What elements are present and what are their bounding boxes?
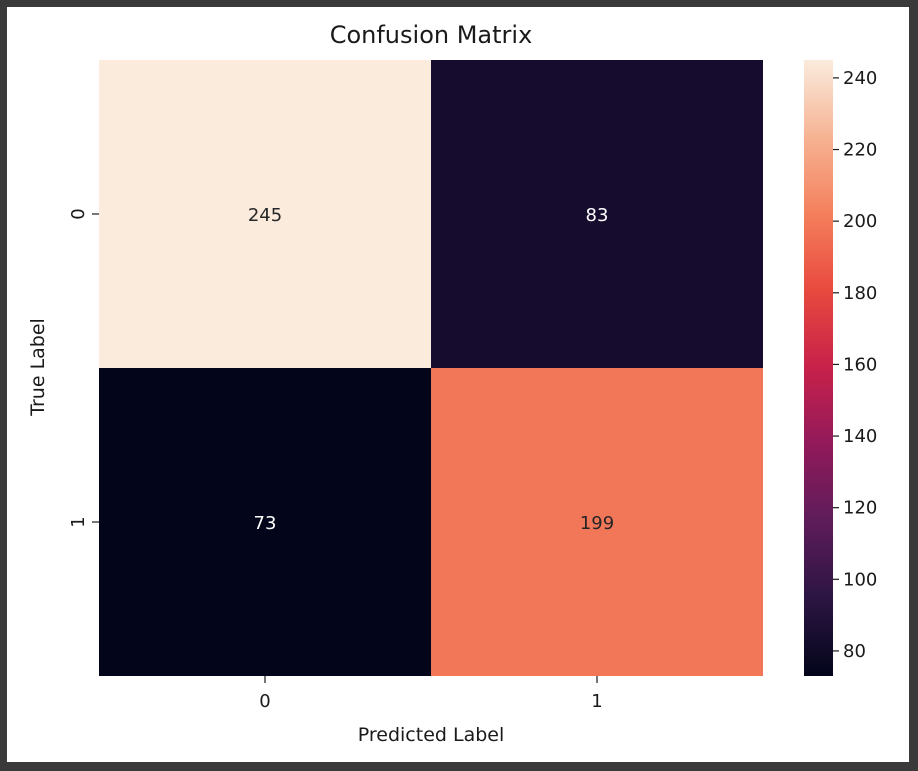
colorbar-tick-label-220: 220	[843, 140, 877, 161]
colorbar-tick-label-240: 240	[843, 68, 877, 89]
colorbar-gradient	[804, 60, 833, 676]
cell-value-1-1: 199	[580, 513, 614, 534]
cell-value-1-0: 73	[254, 513, 277, 534]
cell-1-0	[99, 368, 431, 676]
cell-value-0-1: 83	[586, 205, 609, 226]
cell-0-1	[431, 60, 763, 368]
y-axis-label: True Label	[27, 318, 49, 417]
cell-1-1	[431, 368, 763, 676]
cell-value-0-0: 245	[248, 205, 282, 226]
x-tick-label-1: 1	[591, 691, 602, 712]
colorbar-tick-label-200: 200	[843, 211, 877, 232]
colorbar-tick-label-180: 180	[843, 283, 877, 304]
y-axis: 01	[68, 208, 99, 528]
y-tick-label-1: 1	[68, 516, 89, 527]
colorbar: 80 100 120 140 160 180 200 220 240	[804, 60, 877, 676]
heatmap-cells: 245 83 73 199	[99, 60, 763, 676]
colorbar-tick-label-140: 140	[843, 426, 877, 447]
chart-title: Confusion Matrix	[330, 21, 533, 49]
colorbar-tick-label-100: 100	[843, 569, 877, 590]
y-tick-label-0: 0	[68, 208, 89, 219]
colorbar-tick-label-80: 80	[843, 641, 866, 662]
x-axis-label: Predicted Label	[358, 724, 505, 746]
x-tick-label-0: 0	[259, 691, 270, 712]
colorbar-tick-label-160: 160	[843, 354, 877, 375]
cell-0-0	[99, 60, 431, 368]
colorbar-tick-label-120: 120	[843, 498, 877, 519]
